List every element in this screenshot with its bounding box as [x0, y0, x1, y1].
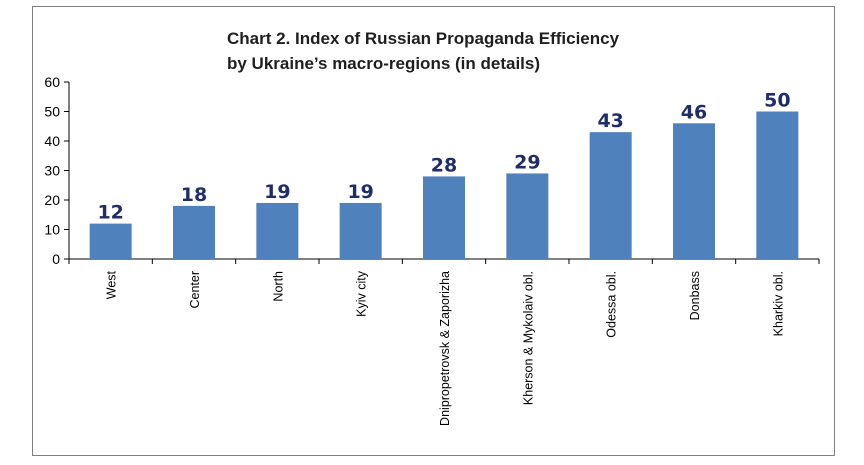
data-label: 46: [681, 101, 707, 123]
data-label: 29: [514, 151, 540, 173]
bar: [173, 205, 215, 259]
x-tick-label: Center: [188, 271, 202, 309]
bar: [589, 132, 632, 259]
bar: [256, 202, 299, 259]
x-tick-label: Odessa obl.: [605, 271, 619, 338]
axes: 0 10 20 30 40 50 60 West Center North Kyiv city Dni…: [44, 74, 820, 426]
y-tick-label: 0: [52, 251, 60, 267]
bar: [423, 176, 465, 259]
bar: [756, 111, 799, 259]
y-tick-label: 30: [44, 163, 60, 179]
data-label: 43: [597, 110, 623, 132]
data-label: 19: [264, 181, 290, 203]
bar: [673, 123, 715, 259]
y-tick-label: 20: [44, 192, 60, 208]
data-label: 12: [97, 202, 123, 224]
data-label: 28: [431, 154, 457, 176]
chart-title-line-2: by Ukraine’s macro-regions (in details): [227, 54, 540, 73]
data-label: 19: [347, 181, 373, 203]
y-tick-label: 40: [44, 133, 60, 149]
chart-title-line-1: Chart 2. Index of Russian Propaganda Eff…: [227, 29, 620, 48]
bar: [89, 223, 132, 259]
y-tick-label: 10: [44, 222, 60, 238]
data-label: 50: [764, 90, 790, 112]
x-tick-label: North: [271, 271, 285, 302]
x-tick-label: West: [105, 270, 119, 299]
bars: 12 18 19 19 28 29 43 46 50: [89, 90, 799, 259]
y-tick-label: 60: [44, 74, 60, 90]
data-label: 18: [181, 184, 207, 206]
bar: [339, 202, 382, 259]
x-tick-label: Dnipropetrovsk & Zaporizha: [438, 271, 452, 426]
x-tick-label: Kharkiv obl.: [771, 271, 785, 336]
x-tick-label: Kherson & Mykolaiv obl.: [521, 271, 535, 405]
x-tick-label: Kyiv city: [355, 270, 369, 317]
y-tick-label: 50: [44, 104, 60, 120]
x-tick-label: Donbass: [688, 271, 702, 320]
bar: [506, 173, 549, 259]
